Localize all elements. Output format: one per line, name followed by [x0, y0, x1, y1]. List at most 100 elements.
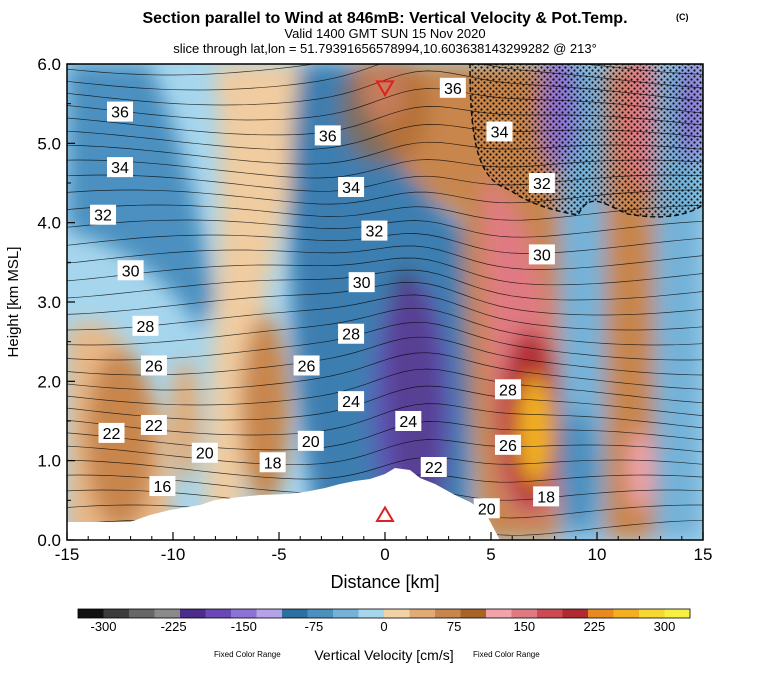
- contour-label-text: 26: [298, 358, 316, 375]
- contour-label-box: [259, 452, 286, 473]
- contour-label-box: [140, 414, 167, 435]
- x-tick-label: -10: [161, 545, 186, 564]
- colorbar: -300 -225 -150 -75 0 75 150 225 300: [77, 608, 691, 634]
- contour-label: 32: [528, 173, 555, 193]
- x-tick-label: 0: [380, 545, 389, 564]
- colorbar-swatch: [256, 609, 283, 618]
- blue-band-left: [67, 64, 215, 330]
- contour-label: 24: [395, 411, 422, 431]
- contour-label: 22: [420, 457, 447, 478]
- y-axis: 0.0 1.0 2.0 3.0 4.0 5.0 6.0: [37, 55, 75, 550]
- contour-label-box: [117, 260, 144, 281]
- contour-label: 34: [338, 176, 365, 197]
- contour-label-box: [191, 442, 218, 463]
- contour-label: 28: [132, 315, 159, 336]
- contour-label: 26: [494, 434, 521, 455]
- colorbar-swatch: [409, 609, 436, 618]
- colorbar-swatch: [78, 609, 104, 618]
- contour-label-box: [395, 411, 422, 431]
- colorbar-swatch: [129, 609, 155, 618]
- theta-contour-line: [67, 352, 703, 391]
- colorbar-swatch: [307, 609, 334, 618]
- colorbar-swatch: [537, 609, 563, 618]
- contour-label-text: 30: [533, 247, 551, 264]
- colorbar-note-left: Fixed Color Range: [214, 650, 281, 659]
- theta-contour-line: [67, 421, 703, 451]
- contour-label-text: 34: [111, 160, 129, 177]
- contour-label-text: 36: [444, 81, 462, 98]
- contour-label: 20: [473, 498, 500, 519]
- theta-contour-line: [67, 321, 703, 361]
- contour-label-box: [107, 101, 133, 122]
- contour-label-text: 28: [499, 382, 517, 399]
- contour-label-text: 26: [499, 438, 517, 455]
- x-tick-label: 5: [486, 545, 495, 564]
- theta-contour-line: [67, 294, 703, 331]
- colorbar-swatch: [358, 609, 385, 618]
- y-tick-label: 5.0: [37, 134, 61, 153]
- colorbar-swatch: [511, 609, 538, 618]
- blue-dark-column: [558, 410, 598, 530]
- colorbar-tick-label: 75: [447, 619, 461, 634]
- copyright-mark: (C): [676, 12, 689, 22]
- contour-label-box: [338, 323, 365, 344]
- contour-label: 32: [361, 220, 388, 241]
- contour-label-box: [494, 379, 521, 400]
- colorbar-swatch: [103, 609, 130, 618]
- colorbar-swatch: [613, 609, 640, 618]
- contour-label: 18: [533, 486, 560, 507]
- x-tick-label: -15: [55, 545, 80, 564]
- theta-contour-line: [67, 439, 703, 466]
- contour-label: 36: [439, 77, 466, 98]
- contour-label: 20: [191, 442, 218, 463]
- theta-contour-line: [67, 245, 703, 270]
- contour-label-text: 34: [342, 180, 360, 197]
- contour-label-box: [132, 315, 159, 336]
- colorbar-swatch: [460, 609, 487, 618]
- colorbar-tick-label: -75: [305, 619, 324, 634]
- triangle-down-marker: [375, 80, 395, 97]
- contour-label: 32: [90, 204, 117, 225]
- valid-time: Valid 1400 GMT SUN 15 Nov 2020: [284, 26, 485, 41]
- contour-label-box: [486, 121, 513, 142]
- contour-label: 28: [338, 323, 365, 344]
- contour-label-box: [149, 476, 176, 497]
- colorbar-swatch: [639, 609, 665, 618]
- theta-contour-line: [67, 385, 703, 421]
- contour-label-text: 20: [196, 446, 214, 463]
- colorbar-swatch: [180, 609, 206, 618]
- chart-title: Section parallel to Wind at 846mB: Verti…: [142, 10, 627, 27]
- colorbar-tick-label: 225: [584, 619, 606, 634]
- contour-label-box: [90, 204, 117, 225]
- contour-label-box: [293, 355, 320, 376]
- colorbar-tick-label: -300: [90, 619, 116, 634]
- theta-contour-line: [67, 269, 703, 301]
- contour-label: 36: [314, 125, 341, 146]
- colorbar-swatch: [435, 609, 461, 618]
- contour-label-text: 36: [111, 105, 129, 122]
- colorbar-swatch: [384, 609, 410, 618]
- theta-contour-line: [67, 204, 703, 221]
- theta-contour-line: [67, 336, 703, 376]
- contour-label-box: [473, 498, 500, 519]
- contour-label-box: [361, 220, 388, 241]
- contour-label-box: [528, 173, 555, 193]
- contour-label-text: 22: [103, 426, 121, 443]
- y-tick-label: 2.0: [37, 372, 61, 391]
- colorbar-swatch: [205, 609, 232, 618]
- tan-band-mid: [205, 64, 330, 540]
- x-tick-label: 15: [694, 545, 713, 564]
- contour-label-box: [348, 272, 375, 293]
- contour-label-text: 24: [399, 414, 417, 431]
- colorbar-swatch: [282, 609, 308, 618]
- contour-label: 20: [297, 430, 324, 451]
- contour-label-text: 24: [342, 394, 360, 411]
- x-tick-label: -5: [271, 545, 286, 564]
- contour-label: 28: [494, 379, 521, 400]
- colorbar-label: Vertical Velocity [cm/s]: [314, 647, 453, 663]
- contour-label-box: [314, 125, 341, 146]
- contour-label-text: 26: [145, 358, 163, 375]
- colorbar-swatch: [231, 609, 257, 618]
- contour-label-box: [528, 244, 555, 265]
